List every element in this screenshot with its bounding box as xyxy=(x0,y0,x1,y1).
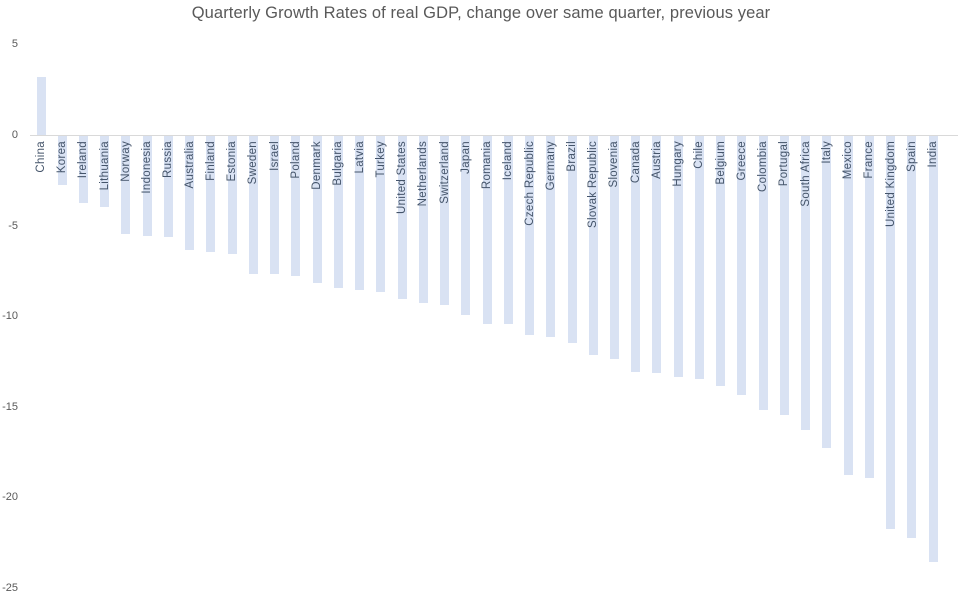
bar-ireland xyxy=(78,136,88,204)
bar-israel xyxy=(270,136,280,274)
chart-title: Quarterly Growth Rates of real GDP, chan… xyxy=(191,4,771,22)
x-axis-label-japan: Japan xyxy=(459,141,472,174)
bar-russia xyxy=(163,136,173,238)
bar-greece xyxy=(737,136,747,396)
bar-slovak-republic xyxy=(588,136,598,356)
bar-hungary xyxy=(673,136,683,377)
y-axis-tick-label: -20 xyxy=(2,491,18,504)
bar-austria xyxy=(652,136,662,374)
y-axis-tick-label: -5 xyxy=(8,219,18,232)
bar-germany xyxy=(546,136,556,338)
x-axis-label-hungary: Hungary xyxy=(672,141,685,187)
bar-estonia xyxy=(227,136,237,254)
bar-portugal xyxy=(779,136,789,416)
y-axis-tick-label: -10 xyxy=(2,310,18,323)
bar-czech-republic xyxy=(525,136,535,336)
x-axis-label-greece: Greece xyxy=(735,141,748,181)
x-axis-label-israel: Israel xyxy=(268,141,281,171)
x-axis-label-belgium: Belgium xyxy=(714,141,727,185)
y-axis-tick-label: -15 xyxy=(2,400,18,413)
bar-belgium xyxy=(716,136,726,387)
x-axis-label-slovak-republic: Slovak Republic xyxy=(587,141,600,228)
x-axis-label-indonesia: Indonesia xyxy=(141,141,154,194)
x-axis-label-brazil: Brazil xyxy=(566,141,578,172)
x-axis-label-sweden: Sweden xyxy=(247,141,260,185)
x-axis-label-switzerland: Switzerland xyxy=(438,141,451,204)
x-axis-label-india: India xyxy=(927,141,940,168)
bar-italy xyxy=(822,136,832,448)
bar-spain xyxy=(907,136,917,539)
x-axis-label-slovenia: Slovenia xyxy=(608,141,621,188)
bar-brazil xyxy=(567,136,577,343)
x-axis-label-france: France xyxy=(863,141,876,179)
bar-france xyxy=(864,136,874,479)
x-axis-label-finland: Finland xyxy=(204,141,217,181)
x-axis-label-korea: Korea xyxy=(56,141,69,174)
bar-denmark xyxy=(312,136,322,283)
x-axis-label-germany: Germany xyxy=(544,141,557,191)
bar-china xyxy=(36,77,46,135)
x-axis-label-ireland: Ireland xyxy=(77,141,90,179)
bar-switzerland xyxy=(440,136,450,305)
x-axis-label-netherlands: Netherlands xyxy=(417,141,430,207)
x-axis-label-china: China xyxy=(35,141,47,173)
bar-india xyxy=(928,136,938,562)
x-axis-label-bulgaria: Bulgaria xyxy=(332,141,345,186)
bar-australia xyxy=(185,136,195,251)
x-axis-label-mexico: Mexico xyxy=(842,141,855,180)
x-axis-label-spain: Spain xyxy=(905,141,918,172)
x-axis-label-denmark: Denmark xyxy=(311,141,324,190)
bar-romania xyxy=(482,136,492,325)
bar-united-states xyxy=(397,136,407,300)
bar-south-africa xyxy=(801,136,811,430)
bar-mexico xyxy=(843,136,853,475)
bar-sweden xyxy=(248,136,258,274)
x-axis-label-colombia: Colombia xyxy=(757,141,770,192)
x-axis-label-latvia: Latvia xyxy=(353,141,366,174)
x-axis-label-norway: Norway xyxy=(119,141,132,182)
bar-canada xyxy=(631,136,641,372)
bar-bulgaria xyxy=(333,136,343,289)
bar-colombia xyxy=(758,136,768,410)
bar-korea xyxy=(57,136,67,185)
x-axis-label-australia: Australia xyxy=(183,141,196,189)
y-axis-tick-label: -25 xyxy=(2,582,18,594)
x-axis-label-russia: Russia xyxy=(162,141,175,178)
y-axis-tick-label: 0 xyxy=(11,129,18,141)
x-axis-label-turkey: Turkey xyxy=(374,141,387,178)
x-axis-label-italy: Italy xyxy=(820,141,833,164)
x-axis-label-poland: Poland xyxy=(289,141,302,179)
bar-finland xyxy=(206,136,216,252)
y-axis-tick-label: 5 xyxy=(11,38,18,51)
bar-latvia xyxy=(355,136,365,291)
x-axis-label-iceland: Iceland xyxy=(502,141,515,181)
bar-chile xyxy=(694,136,704,379)
bar-norway xyxy=(121,136,131,234)
bar-united-kingdom xyxy=(886,136,896,530)
x-axis-label-united-kingdom: United Kingdom xyxy=(884,141,897,228)
bar-poland xyxy=(291,136,301,276)
x-axis-label-chile: Chile xyxy=(693,141,706,169)
bar-slovenia xyxy=(609,136,619,359)
bar-japan xyxy=(461,136,471,316)
x-axis-zero-line xyxy=(30,135,958,136)
bar-turkey xyxy=(376,136,386,292)
x-axis-label-lithuania: Lithuania xyxy=(98,141,111,191)
x-axis-label-czech-republic: Czech Republic xyxy=(523,141,536,226)
x-axis-label-estonia: Estonia xyxy=(226,141,239,182)
x-axis-label-portugal: Portugal xyxy=(778,141,791,187)
x-axis-label-romania: Romania xyxy=(481,141,494,190)
x-axis-label-austria: Austria xyxy=(650,141,663,179)
bar-netherlands xyxy=(418,136,428,303)
x-axis-label-united-states: United States xyxy=(396,141,409,214)
x-axis-label-south-africa: South Africa xyxy=(799,141,812,207)
bar-lithuania xyxy=(100,136,110,207)
bar-iceland xyxy=(503,136,513,325)
bar-indonesia xyxy=(142,136,152,236)
x-axis-label-canada: Canada xyxy=(629,141,642,184)
